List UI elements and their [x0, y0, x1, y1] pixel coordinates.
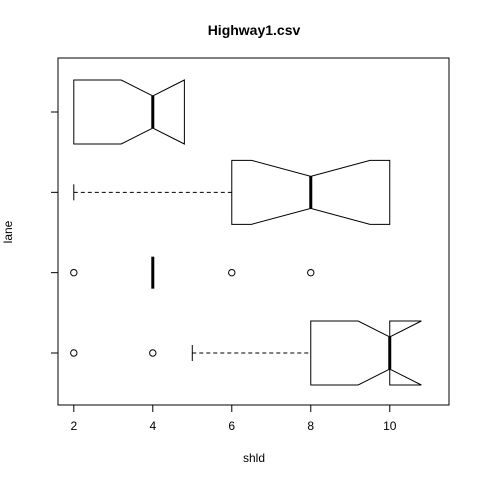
x-tick-label: 8: [307, 419, 314, 433]
box-group: [73, 79, 185, 145]
y-axis: [51, 111, 59, 354]
x-tick-label: 2: [70, 419, 77, 433]
x-tick-label: 6: [228, 419, 235, 433]
box-group: [73, 159, 391, 225]
x-axis: 2 4 6 8 10: [70, 404, 397, 433]
notched-box: [310, 320, 422, 386]
x-tick-label: 4: [149, 419, 156, 433]
box-group: [70, 256, 315, 289]
outlier-point: [70, 268, 78, 277]
y-axis-label: lane: [1, 220, 15, 243]
outlier-point: [307, 268, 315, 277]
x-axis-label: shld: [243, 451, 265, 465]
boxes: [70, 79, 422, 386]
x-tick-label: 10: [383, 419, 397, 433]
notched-box: [231, 159, 391, 225]
chart-title: Highway1.csv: [208, 22, 301, 38]
outlier-point: [228, 268, 236, 277]
outlier-point: [149, 349, 157, 357]
outlier-point: [70, 349, 78, 357]
box-group: [70, 320, 422, 386]
notched-box: [73, 79, 185, 145]
